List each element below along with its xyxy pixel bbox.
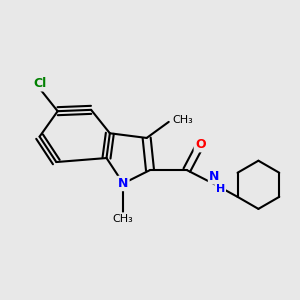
Text: Cl: Cl (33, 77, 46, 90)
Text: H: H (216, 184, 225, 194)
Text: O: O (195, 138, 206, 151)
Text: N: N (118, 177, 128, 190)
Text: CH₃: CH₃ (113, 214, 134, 224)
Text: N: N (209, 170, 219, 183)
Text: CH₃: CH₃ (172, 115, 193, 125)
